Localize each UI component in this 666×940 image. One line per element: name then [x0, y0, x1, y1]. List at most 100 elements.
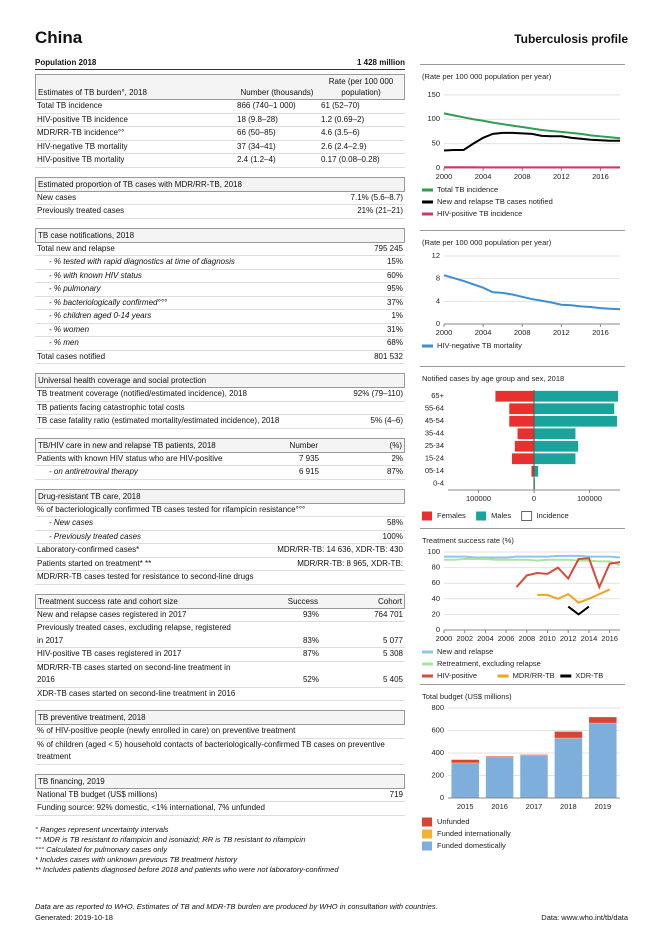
row-label: New cases: [37, 192, 77, 202]
generated: Generated: 2019-10-18: [35, 913, 113, 922]
row-value: 764 701: [374, 609, 403, 619]
row-value: 7 935: [298, 453, 319, 463]
bar: [533, 440, 579, 453]
table-row: - % with known HIV status 60%: [35, 270, 405, 283]
row-label: Laboratory-confirmed cases*: [37, 545, 140, 554]
data-source: Data: www.who.int/tb/data: [541, 913, 628, 922]
separator: [420, 230, 625, 231]
table-row: HIV-positive TB mortality 2.4 (1.2–4) 0.17…: [35, 154, 405, 168]
row-value: 60%: [386, 270, 403, 280]
row-label: MDR/RR-TB incidence°°: [37, 128, 125, 137]
table-row: - on antiretroviral therapy 6 915 87%: [35, 466, 405, 480]
x-tick-label: 2000: [436, 328, 453, 337]
series-line: [515, 557, 621, 590]
chart: Total budget (US$ millions) 0 200 400 600 800…: [422, 692, 620, 851]
row-label: TB treatment coverage (notified/estimate…: [37, 389, 247, 398]
section: Estimates of TB burden°, 2018 Number (tho…: [35, 74, 405, 168]
y-tick-label: 0: [440, 793, 444, 802]
bar-segment: [520, 755, 548, 756]
table-row: - % bacteriologically confirmed°°° 37%: [35, 297, 405, 310]
header-cell: Estimates of TB burden°, 2018: [38, 88, 147, 97]
x-tick-label: 100000: [466, 494, 491, 503]
row-value: 2%: [391, 453, 403, 463]
chart: Treatment success rate (%) 0 20 40 60 80 100 20…: [422, 536, 621, 680]
footer-note: Data are as reported to WHO. Estimates o…: [35, 902, 438, 911]
x-tick-label: 2012: [553, 328, 570, 337]
row-label: Total new and relapse: [37, 243, 115, 253]
row-value: MDR/RR-TB: 14 636, XDR-TB: 430: [277, 545, 403, 554]
bar: [533, 452, 576, 465]
row-label: Previously treated cases, excluding rela…: [37, 623, 231, 645]
y-tick-label: 600: [431, 725, 444, 734]
y-tick-label: 40: [432, 594, 440, 603]
row-value: 1%: [391, 311, 403, 320]
row-value: 6 915: [298, 467, 319, 476]
legend-label: New and relapse TB cases notified: [437, 197, 553, 206]
row-label: MDR/RR-TB cases tested for resistance to…: [37, 572, 254, 581]
row-value: 95%: [386, 284, 403, 293]
row-value: 5 405: [382, 675, 403, 684]
bar-segment: [554, 737, 583, 739]
x-tick-label: 2004: [475, 328, 492, 337]
row-label: % of HIV-positive people (newly enrolled…: [37, 726, 296, 735]
y-tick-label: 400: [431, 748, 444, 757]
row-label: - on antiretroviral therapy: [49, 467, 138, 476]
bar: [533, 415, 618, 428]
bar-segment: [589, 717, 617, 723]
footnote: °°° Calculated for pulmonary cases only: [35, 844, 167, 854]
section-header: Universal health coverage and social pro…: [35, 373, 405, 388]
table-row: - % pulmonary 95%: [35, 283, 405, 297]
y-tick-label: 150: [427, 90, 440, 99]
x-tick-label: 2008: [514, 172, 531, 181]
bar: [508, 415, 535, 428]
table-row: Previously treated cases, excluding rela…: [35, 622, 405, 648]
bar-segment: [485, 756, 514, 757]
y-tick-label: 45-54: [425, 416, 444, 425]
section: Universal health coverage and social pro…: [35, 373, 405, 429]
x-tick-label: 2002: [456, 634, 473, 643]
row-label: HIV-negative TB mortality: [37, 141, 128, 151]
x-tick-label: 2004: [477, 634, 494, 643]
legend-swatch: [422, 841, 432, 851]
row-label: XDR-TB cases started on second-line trea…: [37, 688, 236, 698]
row-label: HIV-positive TB incidence: [37, 114, 129, 124]
bar-segment: [451, 763, 479, 798]
row-label: - % men: [49, 338, 79, 347]
bar-segment: [451, 759, 479, 763]
row-label: TB case fatality ratio (estimated mortal…: [37, 416, 280, 425]
y-tick-label: 200: [431, 770, 444, 779]
separator: [420, 528, 625, 529]
legend-label: Retreatment, excluding relapse: [437, 659, 541, 668]
y-tick-label: 25-34: [425, 441, 444, 450]
row-value: 87%: [386, 467, 403, 476]
row-value: 21% (21–21): [357, 206, 403, 215]
section: Treatment success rate and cohort size Su…: [35, 593, 405, 701]
legend-label: Females: [437, 511, 466, 520]
row-label: - % women: [49, 324, 90, 334]
row-value: 61 (52–70): [321, 101, 360, 110]
row-value: 719: [389, 789, 403, 799]
chart-title: (Rate per 100 000 population per year): [422, 72, 552, 81]
row-label: - Previously treated cases: [49, 531, 142, 541]
y-tick-label: 100: [427, 547, 440, 556]
row-label: % of children (aged < 5) household conta…: [37, 739, 385, 762]
footnote: * Includes cases with unknown previous T…: [35, 854, 238, 864]
x-tick-label: 2019: [594, 802, 611, 811]
x-tick-label: 2018: [560, 802, 577, 811]
row-label: - % pulmonary: [49, 284, 101, 293]
table-row: Total cases notified 801 532: [35, 351, 405, 364]
chart: Notified cases by age group and sex, 201…: [422, 374, 620, 521]
x-tick-label: 2016: [491, 802, 508, 811]
series-line: [444, 554, 621, 559]
y-tick-label: 60: [432, 578, 440, 587]
table-row: Laboratory-confirmed cases* MDR/RR-TB: 14…: [35, 544, 405, 558]
row-label: % of bacteriologically confirmed TB case…: [37, 504, 306, 514]
footnote: ° Ranges represent uncertainty intervals: [35, 824, 169, 834]
row-label: - % tested with rapid diagnostics at tim…: [49, 257, 235, 266]
chart: (Rate per 100 000 population per year) 0 5…: [422, 72, 621, 218]
row-label: Patients started on treatment* **: [37, 558, 152, 568]
section-header: TB case notifications, 2018: [35, 227, 405, 243]
x-tick-label: 2004: [475, 172, 492, 181]
row-value: 2.4 (1.2–4): [237, 155, 276, 164]
row-value: 7.1% (5.6–8.7): [350, 192, 403, 202]
